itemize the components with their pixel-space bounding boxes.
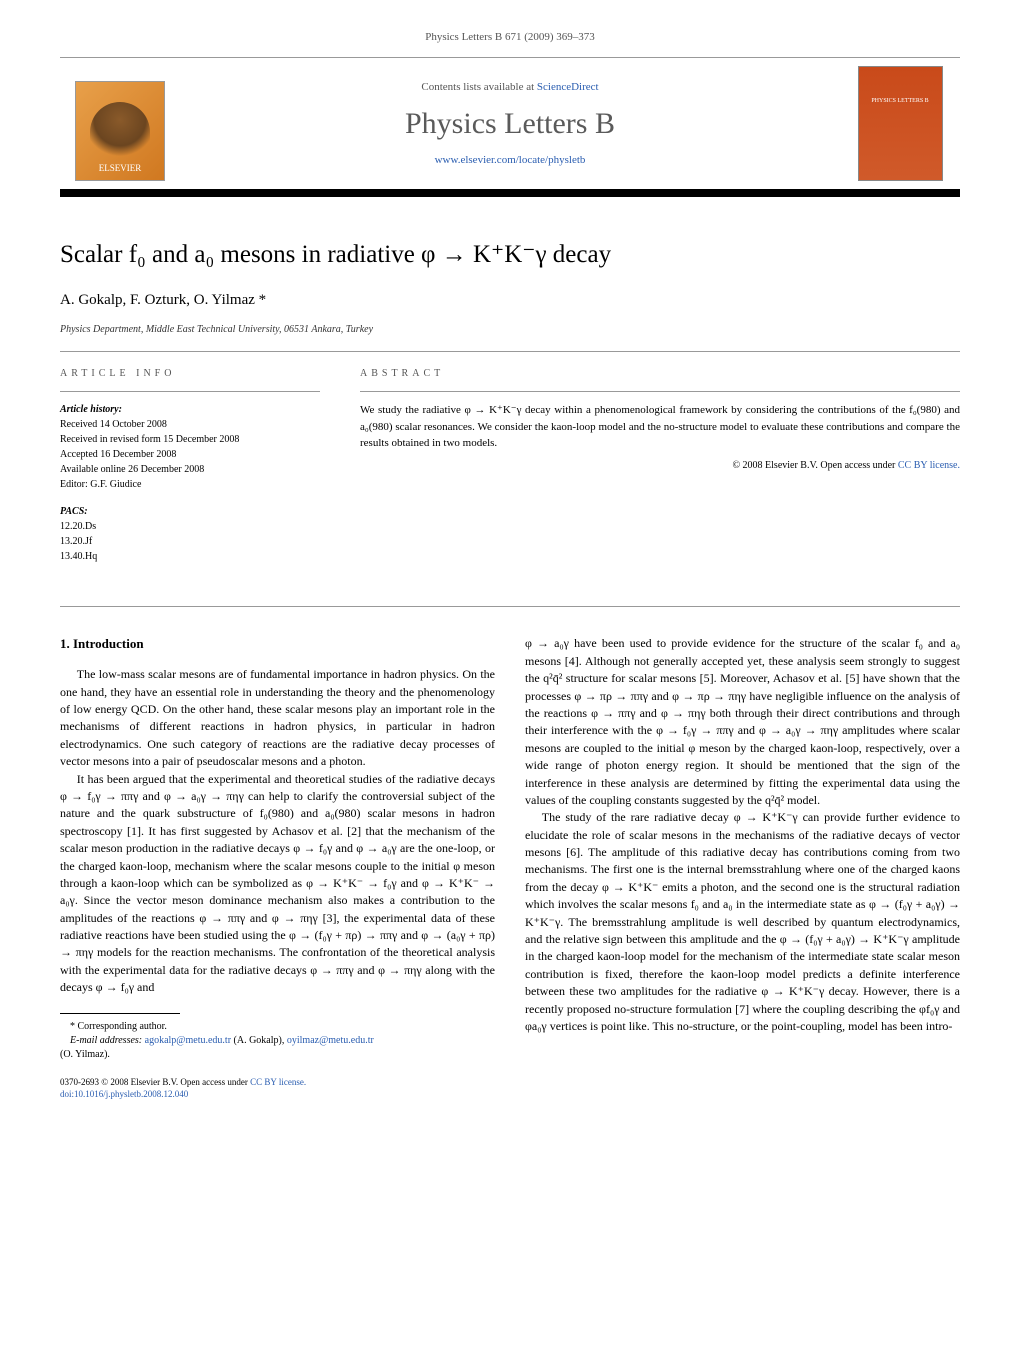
- pacs-label: PACS:: [60, 504, 320, 519]
- pacs-block: PACS: 12.20.Ds 13.20.Jf 13.40.Hq: [60, 504, 320, 564]
- received-date: Received 14 October 2008: [60, 417, 320, 432]
- abstract-text: We study the radiative φ → K⁺K⁻γ decay w…: [360, 402, 960, 452]
- meta-abstract-row: ARTICLE INFO Article history: Received 1…: [60, 366, 960, 576]
- divider-top: [60, 351, 960, 352]
- email-link[interactable]: agokalp@metu.edu.tr: [145, 1035, 231, 1046]
- article-body: Scalar f₀ and a₀ mesons in radiative φ →…: [0, 197, 1020, 1130]
- footnote-separator: [60, 1013, 180, 1014]
- divider-mid: [60, 606, 960, 607]
- contents-prefix: Contents lists available at: [421, 81, 536, 93]
- body-two-column: 1. Introduction The low-mass scalar meso…: [60, 635, 960, 1100]
- body-paragraph: The study of the rare radiative decay φ …: [525, 809, 960, 1035]
- article-info-column: ARTICLE INFO Article history: Received 1…: [60, 366, 320, 576]
- elsevier-tree-icon: [90, 102, 150, 162]
- email-name: (A. Gokalp),: [234, 1035, 287, 1046]
- banner-center: Contents lists available at ScienceDirec…: [180, 58, 840, 189]
- journal-cover-thumb: PHYSICS LETTERS B: [858, 66, 943, 181]
- abstract-column: ABSTRACT We study the radiative φ → K⁺K⁻…: [360, 366, 960, 576]
- affiliation: Physics Department, Middle East Technica…: [60, 323, 960, 337]
- revised-date: Received in revised form 15 December 200…: [60, 432, 320, 447]
- contents-line: Contents lists available at ScienceDirec…: [180, 80, 840, 95]
- footnote-block: * Corresponding author. E-mail addresses…: [60, 1013, 495, 1101]
- editor-name: Editor: G.F. Giudice: [60, 477, 320, 492]
- corresponding-author: * Corresponding author.: [60, 1020, 495, 1034]
- info-divider: [60, 391, 320, 392]
- copyright-line: © 2008 Elsevier B.V. Open access under C…: [360, 458, 960, 473]
- journal-name: Physics Letters B: [180, 103, 840, 145]
- abstract-heading: ABSTRACT: [360, 366, 960, 381]
- copyright-text: © 2008 Elsevier B.V.: [732, 460, 820, 471]
- pacs-code: 12.20.Ds: [60, 519, 320, 534]
- article-info-heading: ARTICLE INFO: [60, 366, 320, 381]
- email-label: E-mail addresses:: [70, 1035, 145, 1046]
- authors-line: A. Gokalp, F. Ozturk, O. Yilmaz *: [60, 290, 960, 311]
- citation-text: Physics Letters B 671 (2009) 369–373: [425, 31, 595, 43]
- history-label: Article history:: [60, 402, 320, 417]
- email-line: E-mail addresses: agokalp@metu.edu.tr (A…: [60, 1034, 495, 1062]
- abstract-divider: [360, 391, 960, 392]
- pacs-code: 13.40.Hq: [60, 549, 320, 564]
- footer-license-link[interactable]: CC BY license.: [250, 1077, 306, 1087]
- cover-thumb-area: PHYSICS LETTERS B: [840, 58, 960, 189]
- email-link[interactable]: oyilmaz@metu.edu.tr: [287, 1035, 374, 1046]
- issn-text: 0370-2693 © 2008 Elsevier B.V.: [60, 1077, 180, 1087]
- pacs-code: 13.20.Jf: [60, 534, 320, 549]
- email-name: (O. Yilmaz).: [60, 1049, 110, 1060]
- elsevier-logo: ELSEVIER: [75, 81, 165, 181]
- section-heading: 1. Introduction: [60, 635, 495, 654]
- journal-url-link[interactable]: www.elsevier.com/locate/physletb: [435, 154, 586, 166]
- body-paragraph: The low-mass scalar mesons are of fundam…: [60, 666, 495, 770]
- footer-open-access: Open access under: [180, 1077, 250, 1087]
- cover-label: PHYSICS LETTERS B: [871, 97, 928, 105]
- footer-issn-line: 0370-2693 © 2008 Elsevier B.V. Open acce…: [60, 1076, 495, 1101]
- open-access-text: Open access under: [820, 460, 897, 471]
- article-title: Scalar f₀ and a₀ mesons in radiative φ →…: [60, 237, 960, 272]
- running-header: Physics Letters B 671 (2009) 369–373: [0, 0, 1020, 57]
- publisher-logo-area: ELSEVIER: [60, 58, 180, 189]
- sciencedirect-link[interactable]: ScienceDirect: [537, 81, 599, 93]
- accepted-date: Accepted 16 December 2008: [60, 447, 320, 462]
- history-block: Article history: Received 14 October 200…: [60, 402, 320, 492]
- journal-banner: ELSEVIER Contents lists available at Sci…: [60, 57, 960, 197]
- license-link[interactable]: CC BY license.: [898, 460, 960, 471]
- publisher-name: ELSEVIER: [99, 162, 142, 175]
- body-paragraph: It has been argued that the experimental…: [60, 771, 495, 997]
- doi-link[interactable]: doi:10.1016/j.physletb.2008.12.040: [60, 1089, 188, 1099]
- online-date: Available online 26 December 2008: [60, 462, 320, 477]
- body-paragraph: φ → a₀γ have been used to provide eviden…: [525, 635, 960, 809]
- journal-url-line: www.elsevier.com/locate/physletb: [180, 153, 840, 168]
